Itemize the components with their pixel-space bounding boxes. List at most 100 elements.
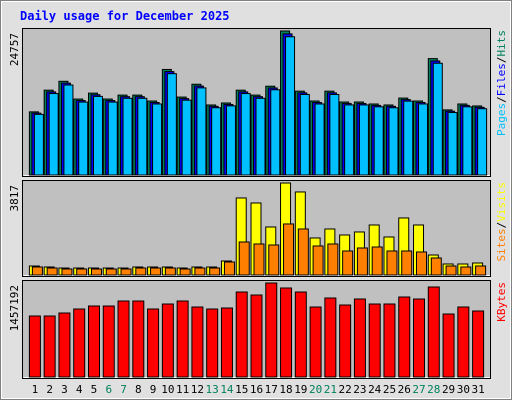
bar xyxy=(477,108,488,176)
bar xyxy=(373,106,384,176)
bar xyxy=(442,313,455,378)
bar xyxy=(137,97,148,176)
bar xyxy=(342,250,354,276)
bar xyxy=(299,94,310,176)
bar xyxy=(445,265,457,276)
bar xyxy=(475,265,487,276)
bar xyxy=(371,246,383,276)
bar xyxy=(76,268,88,276)
bar xyxy=(358,104,369,176)
x-tick-label: 24 xyxy=(368,383,382,396)
bar xyxy=(329,94,340,176)
bar xyxy=(28,315,41,378)
x-tick-label: 12 xyxy=(191,383,204,396)
bar xyxy=(270,89,281,176)
bar xyxy=(250,294,263,378)
x-tick-label: 22 xyxy=(339,383,352,396)
bar xyxy=(297,228,309,276)
bar xyxy=(312,245,324,276)
x-tick-label: 5 xyxy=(91,383,98,396)
x-tick-label: 15 xyxy=(235,383,248,396)
x-tick-label: 16 xyxy=(250,383,263,396)
bar xyxy=(283,223,295,276)
bar xyxy=(33,113,44,176)
chart-title: Daily usage for December 2025 xyxy=(20,9,230,23)
bar xyxy=(268,244,280,276)
bar xyxy=(63,84,74,176)
legend-entry: Sites xyxy=(495,228,508,261)
x-tick-label: 6 xyxy=(105,383,112,396)
bar xyxy=(161,303,174,378)
bar xyxy=(48,93,59,176)
bar xyxy=(253,243,265,276)
bar xyxy=(339,304,352,378)
bar xyxy=(211,107,222,176)
x-tick-label: 27 xyxy=(412,383,425,396)
bar xyxy=(398,296,411,378)
bar xyxy=(179,268,191,276)
x-tick-label: 25 xyxy=(383,383,396,396)
bar xyxy=(309,306,322,378)
bar xyxy=(105,268,117,276)
bar xyxy=(164,267,176,276)
x-tick-label: 9 xyxy=(150,383,157,396)
x-tick-label: 28 xyxy=(427,383,440,396)
bar xyxy=(43,315,56,378)
bar xyxy=(235,291,248,378)
bar xyxy=(107,101,118,176)
bar xyxy=(46,267,58,276)
y-tick-label: 3817 xyxy=(8,185,21,212)
bar xyxy=(78,101,89,176)
x-tick-label: 20 xyxy=(309,383,322,396)
bar xyxy=(462,106,473,176)
bar xyxy=(223,261,235,276)
x-tick-label: 4 xyxy=(76,383,83,396)
bar xyxy=(90,268,102,276)
bar xyxy=(194,267,206,276)
legend-entry: Files xyxy=(495,63,508,96)
bar xyxy=(401,250,413,276)
bar xyxy=(353,298,366,378)
bar xyxy=(413,298,426,378)
x-tick-label: 3 xyxy=(61,383,68,396)
x-tick-label: 18 xyxy=(279,383,292,396)
bar xyxy=(225,105,236,176)
bar xyxy=(191,306,204,378)
bar xyxy=(58,312,71,378)
bar xyxy=(209,267,221,276)
bar xyxy=(368,303,381,378)
bar xyxy=(403,100,414,176)
bar xyxy=(102,305,115,378)
x-tick-label: 29 xyxy=(442,383,455,396)
bar xyxy=(388,107,399,176)
bar xyxy=(280,287,293,378)
bar xyxy=(356,247,368,276)
bar xyxy=(418,103,429,176)
bar xyxy=(416,251,428,276)
bar xyxy=(460,266,472,276)
bar xyxy=(181,99,192,176)
bar xyxy=(472,310,485,378)
bar xyxy=(344,104,355,176)
x-tick-label: 11 xyxy=(176,383,189,396)
bar xyxy=(265,282,278,378)
bar xyxy=(240,93,251,176)
x-tick-label: 21 xyxy=(324,383,337,396)
bar xyxy=(196,87,207,176)
bar xyxy=(132,300,145,378)
bar xyxy=(92,95,103,176)
bar xyxy=(220,307,233,378)
x-tick-label: 13 xyxy=(206,383,219,396)
x-tick-label: 31 xyxy=(471,383,484,396)
x-tick-label: 14 xyxy=(220,383,234,396)
legend-entry: Visits xyxy=(495,182,508,222)
bar xyxy=(147,308,160,378)
bar xyxy=(120,268,132,276)
legend-separator: / xyxy=(495,57,508,64)
x-tick-label: 26 xyxy=(398,383,411,396)
bar xyxy=(285,36,296,176)
legend: Pages/Files/Hits xyxy=(495,30,508,136)
bar xyxy=(122,97,133,176)
bar xyxy=(166,73,177,176)
